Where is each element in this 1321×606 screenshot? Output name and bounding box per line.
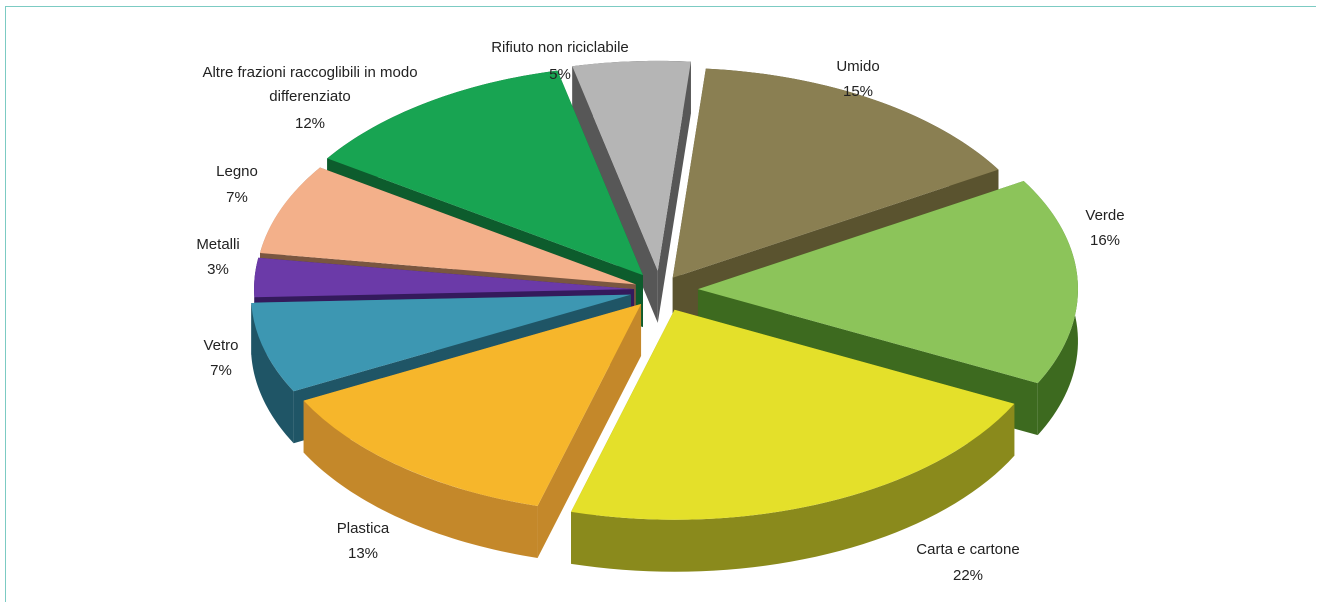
slice-name-umido: Umido: [836, 58, 879, 75]
pie-face-rifiuto-non-riciclabile-1: [657, 61, 691, 323]
slice-value-carta-e-cartone: 22%: [953, 567, 983, 584]
slice-value-legno: 7%: [226, 189, 248, 206]
chart-frame: [5, 6, 1316, 602]
pie-labels: Umido 15% Verde 16% Carta e cartone 22% Plasti…: [196, 39, 1124, 584]
slice-name-legno: Legno: [216, 163, 258, 180]
pie-slice-legno: [260, 167, 636, 285]
pie-wall-carta-e-cartone: [571, 403, 1015, 572]
pie-face-plastica-0: [537, 303, 642, 559]
slice-value-rifiuto-non-riciclabile: 5%: [549, 66, 571, 83]
slice-value-verde: 16%: [1090, 232, 1120, 249]
pie-slice-umido: [672, 68, 999, 278]
pie-wall-vetro: [251, 302, 294, 444]
slice-name-carta-e-cartone: Carta e cartone: [916, 541, 1019, 558]
pie-slice-plastica: [303, 303, 642, 507]
pie-slice-rifiuto-non-riciclabile: [572, 60, 691, 271]
pie-wall-plastica: [303, 400, 538, 559]
slice-value-umido: 15%: [843, 83, 873, 100]
slice-name-altre-frazioni-raccoglibili-in-modo-differenziato-line2: differenziato: [269, 88, 350, 105]
pie-slice-verde: [697, 180, 1078, 384]
slice-name-plastica: Plastica: [337, 520, 390, 537]
slice-name-metalli: Metalli: [196, 236, 239, 253]
slice-name-vetro: Vetro: [203, 337, 238, 354]
pie-face-rifiuto-non-riciclabile-0: [572, 66, 658, 323]
slice-name-rifiuto-non-riciclabile: Rifiuto non riciclabile: [491, 39, 629, 56]
pie-slice-metalli: [254, 257, 635, 298]
pie-slice-carta-e-cartone: [571, 309, 1015, 520]
slice-name-altre-frazioni-raccoglibili-in-modo-differenziato-line1: Altre frazioni raccoglibili in modo: [202, 64, 417, 81]
pie-slice-vetro: [251, 294, 631, 392]
slice-name-verde: Verde: [1085, 207, 1124, 224]
slice-value-vetro: 7%: [210, 362, 232, 379]
pie-slice-altre-frazioni-raccoglibili-in-modo-differenziato: [327, 70, 643, 276]
slice-value-plastica: 13%: [348, 545, 378, 562]
slice-value-metalli: 3%: [207, 261, 229, 278]
pie-tops: [251, 60, 1078, 520]
slice-value-altre-frazioni-raccoglibili-in-modo-differenziato: 12%: [295, 115, 325, 132]
